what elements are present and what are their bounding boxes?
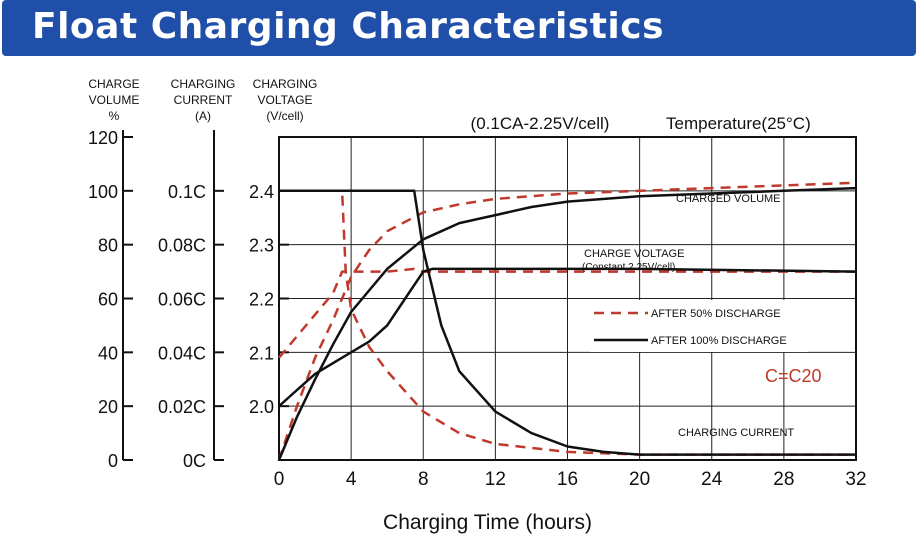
x-tick-label: 24 — [701, 469, 723, 490]
volume-tick-label: 0 — [108, 451, 118, 471]
current-tick-label: 0.08C — [158, 236, 206, 256]
volume-tick-label: 20 — [98, 397, 118, 417]
x-tick-label: 12 — [485, 469, 506, 490]
x-tick-label: 8 — [418, 469, 429, 490]
x-tick-label: 4 — [346, 469, 357, 490]
volume-tick-label: 120 — [88, 128, 118, 148]
series-line-volume-after-100pct — [277, 186, 857, 461]
volume-axis-title: CHARGE — [88, 77, 139, 91]
series-line-current-after-50pct — [279, 189, 856, 456]
x-tick-label: 20 — [629, 469, 650, 490]
series-line-voltage-after-100pct — [278, 267, 857, 408]
curve-label-volume: CHARGED VOLUME — [676, 193, 781, 205]
volume-axis-title: VOLUME — [89, 93, 140, 107]
voltage-tick-label: 2.2 — [249, 290, 274, 310]
voltage-axis-title: CHARGING — [253, 77, 318, 91]
current-tick-label: 0.1C — [168, 182, 206, 202]
series-line-voltage-after-50pct — [278, 267, 856, 359]
x-tick-label: 32 — [845, 469, 866, 490]
current-axis-title: (A) — [195, 109, 211, 123]
volume-tick-label: 40 — [98, 343, 118, 363]
x-axis-label: Charging Time (hours) — [383, 511, 592, 534]
volume-axis-title: % — [109, 109, 120, 123]
current-axis-title: CURRENT — [174, 93, 233, 107]
curve-label-voltage: CHARGE VOLTAGE — [584, 248, 684, 260]
volume-tick-label: 60 — [98, 290, 118, 310]
x-tick-label: 28 — [773, 469, 794, 490]
capacity-note: C=C20 — [765, 366, 822, 386]
page-title: Float Charging Characteristics — [32, 6, 665, 47]
volume-tick-label: 80 — [98, 236, 118, 256]
voltage-tick-label: 2.4 — [249, 182, 274, 202]
x-tick-label: 16 — [557, 469, 578, 490]
x-tick-label: 0 — [274, 469, 285, 490]
series-line-volume-after-50pct — [277, 181, 857, 461]
current-tick-label: 0C — [183, 451, 206, 471]
legend-background — [590, 300, 808, 352]
series-line-current-after-100pct — [279, 189, 856, 456]
voltage-tick-label: 2.3 — [249, 236, 274, 256]
temperature-label: Temperature(25°C) — [666, 114, 811, 133]
legend-label: AFTER 50% DISCHARGE — [651, 308, 781, 320]
voltage-axis-title: (V/cell) — [266, 109, 303, 123]
voltage-axis-title: VOLTAGE — [258, 93, 313, 107]
curve-label-current: CHARGING CURRENT — [678, 427, 794, 439]
current-tick-label: 0.02C — [158, 397, 206, 417]
current-tick-label: 0.06C — [158, 290, 206, 310]
title-banner: Float Charging Characteristics — [2, 0, 916, 56]
current-tick-label: 0.04C — [158, 343, 206, 363]
legend-label: AFTER 100% DISCHARGE — [651, 335, 787, 347]
curve-label-voltage-note: (Constant 2.25V/cell) — [582, 262, 675, 273]
volume-tick-label: 100 — [88, 182, 118, 202]
voltage-tick-label: 2.0 — [249, 397, 274, 417]
chart-subtitle: (0.1CA-2.25V/cell) — [471, 114, 610, 133]
current-axis-title: CHARGING — [171, 77, 236, 91]
voltage-tick-label: 2.1 — [249, 343, 274, 363]
